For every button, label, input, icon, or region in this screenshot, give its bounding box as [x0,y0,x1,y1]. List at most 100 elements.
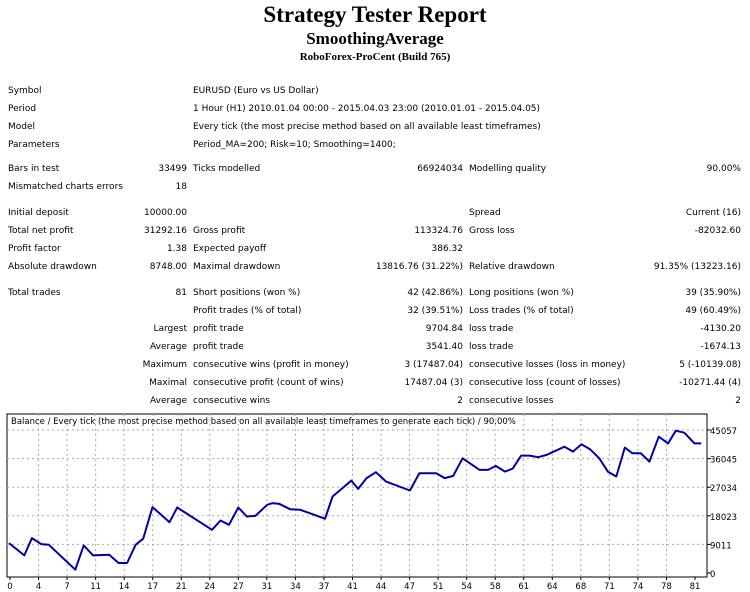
plot-area [6,413,708,578]
report-title: Strategy Tester Report [263,2,487,27]
stat-label: Profit trades (% of total) [193,306,302,316]
x-tick-label: 11 [90,582,101,592]
stat-value: 32 (39.51%) [407,306,463,316]
stat-value: 18 [175,182,187,192]
x-tick-label: 21 [176,582,187,592]
x-tick-label: 31 [261,582,272,592]
stat-value: Maximum [142,360,187,370]
stat-value: 91.35% (13223.16) [653,262,741,272]
stats-row: Maximum consecutive wins (profit in money… [0,356,750,374]
info-value: Every tick (the most precise method base… [193,122,541,132]
stat-value: 5 (-10139.08) [679,360,741,370]
stat-label: Short positions (won %) [193,288,301,298]
x-tick-label: 47 [404,582,415,592]
stat-value: 2 [735,396,741,406]
stat-label: profit trade [193,342,244,352]
stat-value: 10000.00 [144,208,187,218]
x-tick-label: 74 [633,582,644,592]
stat-label: Long positions (won %) [469,288,574,298]
stat-value: 13816.76 (31.22%) [375,262,463,272]
stats-row: Absolute drawdown 8748.00 Maximal drawdown… [0,258,750,276]
stat-value: 31292.16 [144,226,187,236]
stat-label: Ticks modelled [193,164,261,174]
stat-label: consecutive loss (count of losses) [469,378,621,388]
info-label: Symbol [8,86,42,96]
y-tick-label: 18023 [710,513,737,523]
stat-label: profit trade [193,324,244,334]
stat-label: consecutive losses [469,396,554,406]
stats-row: Mismatched charts errors 18 [0,178,750,196]
stat-label: Mismatched charts errors [8,182,123,192]
stat-value: 2 [457,396,463,406]
server-build: RoboForex-ProCent (Build 765) [299,51,451,63]
stats-row: Total trades 81 Short positions (won %) 42 … [0,284,750,302]
x-tick-label: 58 [490,582,501,592]
stat-label: Total net profit [8,226,74,236]
stat-label: Profit factor [8,244,61,254]
stat-value: 3 (17487.04) [404,360,463,370]
stats-row: Average profit trade 3541.40 loss trade -167… [0,338,750,356]
stat-value: -10271.44 (4) [679,378,741,388]
stat-label: Loss trades (% of total) [469,306,574,316]
stat-value: Largest [153,324,187,334]
stat-value: 66924034 [417,164,463,174]
stat-value: Average [150,396,187,406]
stat-value: -4130.20 [700,324,741,334]
x-tick-label: 54 [461,582,472,592]
x-tick-label: 34 [290,582,301,592]
stat-label: consecutive wins [193,396,271,406]
stat-label: loss trade [469,342,514,352]
info-value: EURUSD (Euro vs US Dollar) [193,86,319,96]
x-tick-label: 51 [433,582,444,592]
stat-label: consecutive losses (loss in money) [469,360,626,370]
x-tick-label: 64 [547,582,558,592]
stats-row: Bars in test 33499 Ticks modelled 66924034 M… [0,160,750,178]
stat-value: 1.38 [166,244,187,254]
stat-label: Modelling quality [469,164,547,174]
stat-value: 42 (42.86%) [407,288,463,298]
stat-value: 17487.04 (3) [404,378,463,388]
x-tick-label: 24 [204,582,215,592]
info-value: Period_MA=200; Risk=10; Smoothing=1400; [193,140,396,150]
stat-label: Bars in test [8,164,60,174]
y-tick-label: 27034 [710,484,737,494]
stat-value: 113324.76 [414,226,463,236]
stat-label: consecutive wins (profit in money) [193,360,349,370]
info-value: 1 Hour (H1) 2010.01.04 00:00 - 2015.04.0… [193,104,541,114]
stats-row: Initial deposit 10000.00 Spread Current (16… [0,204,750,222]
stat-value: -1674.13 [700,342,741,352]
x-tick-label: 61 [518,582,529,592]
x-tick-label: 37 [319,582,330,592]
stat-value: 90.00% [706,164,741,174]
stats-row: Total net profit 31292.16 Gross profit 1133… [0,222,750,240]
info-label: Period [8,104,37,114]
x-tick-label: 27 [233,582,244,592]
stat-label: Gross profit [193,226,246,236]
expert-name: SmoothingAverage [306,29,444,48]
stat-label: Spread [469,208,501,218]
stat-value: 386.32 [431,244,464,254]
stat-label: Initial deposit [8,208,69,218]
stat-value: 39 (35.90%) [685,288,741,298]
stat-label: loss trade [469,324,514,334]
x-tick-label: 0 [7,582,12,592]
x-tick-label: 7 [64,582,69,592]
stat-value: -82032.60 [694,226,741,236]
stat-value: 81 [175,288,187,298]
stat-label: Absolute drawdown [8,262,97,272]
x-tick-label: 4 [36,582,41,592]
info-label: Parameters [8,140,60,150]
info-row: Model Every tick (the most precise method… [0,118,750,136]
info-row: Period 1 Hour (H1) 2010.01.04 00:00 - 201… [0,100,750,118]
x-tick-label: 78 [661,582,672,592]
stat-value: Maximal [149,378,187,388]
stat-label: consecutive profit (count of wins) [193,378,344,388]
x-tick-label: 71 [604,582,615,592]
stat-value: 49 (60.49%) [685,306,741,316]
stat-value: 8748.00 [149,262,187,272]
info-row: Parameters Period_MA=200; Risk=10; Smooth… [0,136,750,154]
stat-value: Average [150,342,187,352]
x-tick-label: 68 [575,582,586,592]
